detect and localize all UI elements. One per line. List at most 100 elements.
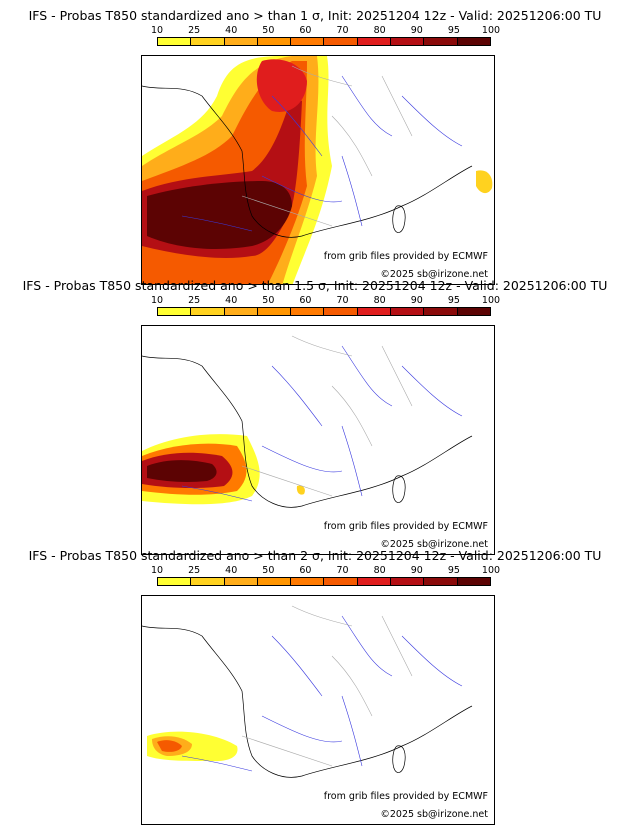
borders [241, 65, 413, 227]
colorbar-swatch [291, 308, 325, 315]
scale-tick-label: 95 [447, 295, 460, 306]
prob-area-north-red [256, 59, 307, 112]
scale-tick-label: 40 [225, 565, 238, 576]
map-svg-1sigma [142, 56, 493, 284]
colorbar-swatch [357, 308, 392, 315]
scale-tick-label: 40 [225, 25, 238, 36]
colorbar-swatch [158, 578, 192, 585]
scale-tick-label: 25 [188, 565, 201, 576]
colorbar-swatch [457, 578, 490, 585]
corsica-outline [392, 745, 406, 773]
probability-map: from grib files provided by ECMWF ©2025 … [141, 325, 495, 555]
panel-title: IFS - Probas T850 standardized ano > tha… [28, 8, 602, 23]
scale-tick-label: 100 [481, 295, 501, 306]
rivers [181, 615, 463, 772]
colorbar-swatch [424, 308, 458, 315]
scale-tick-label: 10 [150, 25, 164, 36]
colorbar-swatch [224, 578, 258, 585]
coastline [142, 355, 473, 508]
colorbar-swatch [391, 38, 425, 45]
scale-tick-label: 60 [299, 295, 312, 306]
copyright-credit: ©2025 sb@irizone.net [380, 809, 488, 820]
scale-tick-label: 60 [299, 565, 312, 576]
probability-map: from grib files provided by ECMWF ©2025 … [141, 55, 495, 285]
scale-tick-labels: 10 25 40 50 60 70 80 90 95 100 [151, 565, 500, 577]
scale-tick-label: 70 [336, 565, 349, 576]
colorbar-swatch [224, 308, 258, 315]
scale-tick-label: 50 [262, 565, 275, 576]
corsica-outline [392, 205, 406, 233]
scale-tick-label: 70 [336, 295, 349, 306]
rivers [181, 75, 463, 232]
scale-tick-label: 25 [188, 25, 201, 36]
colorbar-swatch [291, 38, 325, 45]
scale-tick-label: 80 [373, 25, 386, 36]
color-scale: 10 25 40 50 60 70 80 90 95 100 [151, 565, 500, 595]
prob-area-100 [147, 460, 217, 482]
prob-area-100 [147, 181, 292, 249]
colorbar-swatch [191, 308, 225, 315]
scale-tick-label: 90 [410, 565, 423, 576]
colorbar-swatch [424, 578, 458, 585]
scale-tick-label: 90 [410, 25, 423, 36]
colorbar [157, 37, 491, 46]
copyright-credit: ©2025 sb@irizone.net [380, 269, 488, 280]
colorbar-swatch [191, 578, 225, 585]
scale-tick-label: 25 [188, 295, 201, 306]
colorbar-swatch [324, 578, 358, 585]
rivers [181, 345, 463, 502]
scale-tick-label: 100 [481, 25, 501, 36]
colorbar-swatch [357, 578, 392, 585]
colorbar-swatch [224, 38, 258, 45]
colorbar-swatch [257, 38, 292, 45]
coastline [142, 85, 473, 238]
colorbar-swatch [391, 578, 425, 585]
map-svg-2sigma [142, 605, 473, 778]
borders [241, 605, 413, 767]
probability-map: from grib files provided by ECMWF ©2025 … [141, 595, 495, 825]
colorbar-swatch [291, 578, 325, 585]
prob-area-corsica [476, 170, 493, 194]
colorbar-swatch [191, 38, 225, 45]
scale-tick-label: 50 [262, 295, 275, 306]
scale-tick-label: 40 [225, 295, 238, 306]
scale-tick-label: 90 [410, 295, 423, 306]
panel-title: IFS - Probas T850 standardized ano > tha… [28, 548, 602, 563]
grib-credit: from grib files provided by ECMWF [323, 791, 488, 802]
scale-tick-label: 80 [373, 565, 386, 576]
borders [241, 335, 413, 497]
colorbar-swatch [357, 38, 392, 45]
colorbar-swatch [424, 38, 458, 45]
scale-tick-label: 100 [481, 565, 501, 576]
map-svg-1-5sigma [142, 335, 473, 508]
corsica-outline [392, 475, 406, 503]
grib-credit: from grib files provided by ECMWF [323, 251, 488, 262]
color-scale: 10 25 40 50 60 70 80 90 95 100 [151, 25, 500, 55]
scale-tick-label: 50 [262, 25, 275, 36]
map-panel-2sigma: IFS - Probas T850 standardized ano > tha… [0, 548, 630, 825]
map-panel-1-5sigma: IFS - Probas T850 standardized ano > tha… [0, 278, 630, 555]
colorbar-swatch [257, 578, 292, 585]
scale-tick-label: 95 [447, 25, 460, 36]
map-panel-1sigma: IFS - Probas T850 standardized ano > tha… [0, 8, 630, 285]
coastline [142, 625, 473, 778]
scale-tick-label: 70 [336, 25, 349, 36]
colorbar [157, 577, 491, 586]
scale-tick-label: 10 [150, 565, 164, 576]
colorbar-swatch [158, 308, 192, 315]
scale-tick-label: 80 [373, 295, 386, 306]
colorbar-swatch [391, 308, 425, 315]
grib-credit: from grib files provided by ECMWF [323, 521, 488, 532]
scale-tick-label: 95 [447, 565, 460, 576]
scale-tick-label: 10 [150, 295, 164, 306]
colorbar [157, 307, 491, 316]
copyright-credit: ©2025 sb@irizone.net [380, 539, 488, 550]
colorbar-swatch [457, 308, 490, 315]
colorbar-swatch [324, 308, 358, 315]
colorbar-swatch [457, 38, 490, 45]
panel-title: IFS - Probas T850 standardized ano > tha… [22, 278, 608, 293]
prob-area-spot [296, 485, 305, 495]
scale-tick-labels: 10 25 40 50 60 70 80 90 95 100 [151, 295, 500, 307]
scale-tick-labels: 10 25 40 50 60 70 80 90 95 100 [151, 25, 500, 37]
color-scale: 10 25 40 50 60 70 80 90 95 100 [151, 295, 500, 325]
